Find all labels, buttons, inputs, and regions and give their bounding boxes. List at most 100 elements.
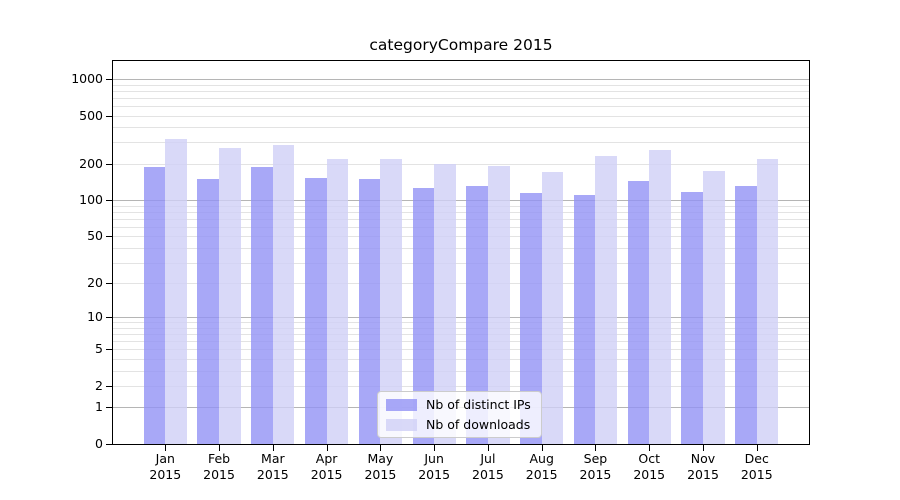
- x-tick-mark: [326, 445, 328, 451]
- bar: [703, 170, 725, 444]
- legend-swatch-downloads: [386, 418, 417, 431]
- x-tick-year: 2015: [203, 466, 235, 482]
- grid-line: [113, 322, 809, 324]
- bar: [358, 178, 381, 444]
- y-tick-label: 20: [87, 275, 103, 291]
- bar: [305, 177, 327, 444]
- x-tick-month: Feb: [207, 451, 231, 466]
- x-tick-month: Jul: [480, 451, 496, 466]
- x-tick-mark: [487, 445, 489, 451]
- x-tick-year: 2015: [418, 466, 451, 482]
- y-tick-mark: [106, 200, 112, 202]
- grid-line: [113, 247, 809, 249]
- x-tick-month: Mar: [261, 451, 285, 466]
- x-tick-mark: [541, 445, 543, 451]
- bar: [681, 191, 703, 444]
- x-tick-month: Jun: [424, 451, 444, 466]
- bar: [520, 192, 542, 444]
- grid-line: [113, 226, 809, 228]
- x-tick-year: 2015: [310, 466, 343, 482]
- bar: [487, 165, 510, 444]
- x-tick-label: Oct 2015: [619, 451, 679, 482]
- x-tick-month: Apr: [315, 451, 338, 466]
- legend-label-distinct-ips: Nb of distinct IPs: [426, 397, 531, 412]
- y-tick-label: 2: [95, 377, 103, 393]
- y-tick-mark: [106, 349, 112, 351]
- bar: [434, 163, 456, 444]
- grid-line-major: [113, 200, 809, 202]
- bar: [197, 178, 220, 444]
- x-tick-label: Feb 2015: [189, 451, 249, 482]
- plot-area: Nb of distinct IPs Nb of downloads: [112, 60, 810, 445]
- x-tick-year: 2015: [149, 466, 182, 482]
- bar: [573, 195, 596, 444]
- bar-layer: [113, 61, 809, 444]
- x-tick-mark: [434, 445, 436, 451]
- legend: Nb of distinct IPs Nb of downloads: [377, 391, 542, 438]
- y-tick-label: 500: [79, 107, 103, 123]
- x-tick-mark: [219, 445, 221, 451]
- grid-line: [113, 283, 809, 285]
- grid-line: [113, 84, 809, 86]
- y-tick-mark: [106, 79, 112, 80]
- grid-line: [113, 127, 809, 129]
- x-tick-label: Jul 2015: [458, 451, 518, 482]
- x-tick-label: Nov 2015: [673, 451, 733, 482]
- y-tick-label: 50: [87, 228, 103, 244]
- x-tick-label: Mar 2015: [243, 451, 303, 482]
- legend-swatch-distinct-ips: [386, 398, 417, 411]
- bar: [466, 186, 488, 444]
- x-tick-year: 2015: [633, 466, 666, 482]
- x-tick-label: May 2015: [350, 451, 410, 482]
- grid-line: [113, 105, 809, 107]
- y-tick-label: 1000: [71, 71, 103, 86]
- y-tick-mark: [106, 407, 112, 409]
- grid-line: [113, 205, 809, 207]
- bar: [649, 149, 671, 444]
- x-tick-year: 2015: [740, 466, 773, 482]
- x-tick-year: 2015: [256, 466, 289, 482]
- y-tick-label: 100: [79, 192, 103, 208]
- grid-line: [113, 341, 809, 343]
- x-tick-label: Jan 2015: [135, 451, 195, 482]
- x-tick-year: 2015: [525, 466, 558, 482]
- grid-line: [113, 97, 809, 99]
- x-tick-year: 2015: [687, 466, 719, 482]
- x-tick-year: 2015: [579, 466, 612, 482]
- grid-line: [113, 370, 809, 372]
- x-tick-label: Dec 2015: [727, 451, 787, 482]
- bar: [380, 158, 402, 444]
- bar: [326, 158, 349, 444]
- bar: [272, 145, 295, 444]
- x-tick-month: Dec: [744, 451, 769, 466]
- bar: [165, 139, 187, 444]
- grid-line: [113, 262, 809, 264]
- x-tick-mark: [595, 445, 597, 451]
- grid-line: [113, 163, 809, 165]
- y-tick-mark: [106, 317, 112, 319]
- bar: [541, 172, 564, 444]
- bar: [219, 148, 241, 444]
- y-tick-mark: [106, 236, 112, 238]
- x-tick-label: Jun 2015: [404, 451, 464, 482]
- grid-line: [113, 142, 809, 144]
- x-tick-month: Sep: [583, 451, 608, 466]
- y-tick-mark: [106, 283, 112, 285]
- legend-entry-downloads: Nb of downloads: [386, 418, 531, 431]
- bar: [251, 166, 273, 444]
- grid-line: [113, 349, 809, 351]
- grid-line: [113, 236, 809, 238]
- x-tick-label: Aug 2015: [512, 451, 572, 482]
- chart-title: categoryCompare 2015: [369, 36, 553, 54]
- y-tick-label: 5: [95, 341, 103, 357]
- grid-line: [113, 218, 809, 220]
- bar: [595, 155, 618, 444]
- grid-line: [113, 211, 809, 213]
- grid-line: [113, 358, 809, 360]
- x-tick-label: Apr 2015: [297, 451, 357, 482]
- x-tick-mark: [649, 445, 651, 451]
- bar: [735, 186, 757, 444]
- x-tick-month: Oct: [638, 451, 661, 466]
- y-tick-mark: [106, 385, 112, 387]
- x-tick-label: Sep 2015: [565, 451, 625, 482]
